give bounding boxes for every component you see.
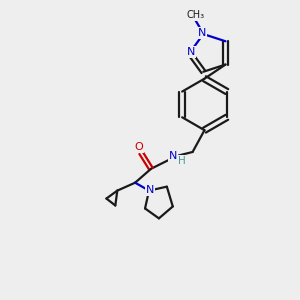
Text: N: N (146, 184, 154, 195)
Text: O: O (135, 142, 143, 152)
Text: H: H (178, 156, 186, 166)
Text: N: N (198, 28, 206, 38)
Text: N: N (169, 151, 177, 161)
Text: CH₃: CH₃ (186, 10, 205, 20)
Text: N: N (186, 47, 195, 57)
